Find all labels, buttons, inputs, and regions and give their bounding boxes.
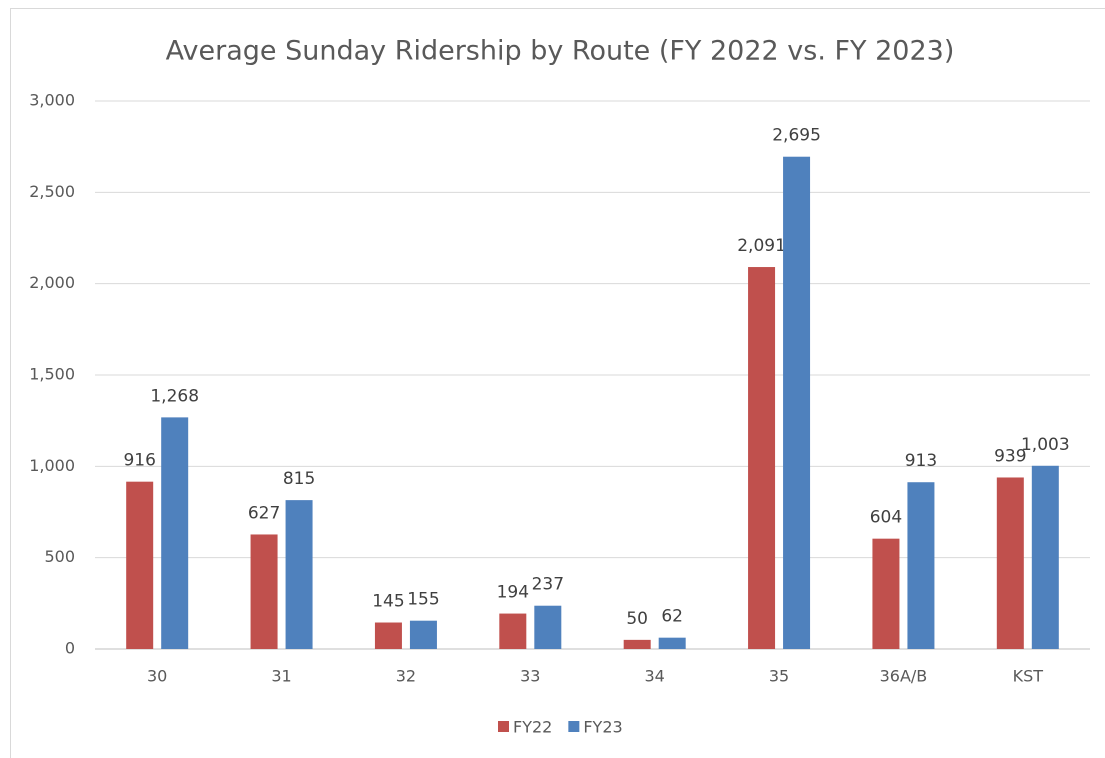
bar xyxy=(409,620,437,649)
data-label: 2,695 xyxy=(772,126,821,146)
data-label: 913 xyxy=(905,451,937,471)
chart-title: Average Sunday Ridership by Route (FY 20… xyxy=(166,36,955,67)
y-tick-label: 500 xyxy=(44,547,75,566)
bar xyxy=(996,477,1024,649)
bar xyxy=(161,417,189,649)
x-tick-label: 30 xyxy=(147,667,167,686)
data-label: 50 xyxy=(626,609,648,629)
x-tick-label: KST xyxy=(1013,667,1044,686)
x-tick-label: 36A/B xyxy=(880,667,928,686)
data-label: 815 xyxy=(283,469,315,489)
y-tick-label: 1,000 xyxy=(29,456,75,475)
x-tick-label: 34 xyxy=(645,667,665,686)
data-label: 2,091 xyxy=(737,236,786,256)
legend-swatch xyxy=(568,721,580,732)
data-label: 62 xyxy=(661,607,683,627)
data-label: 1,268 xyxy=(150,386,199,406)
y-tick-label: 2,500 xyxy=(29,182,75,201)
bar xyxy=(499,613,527,649)
x-tick-label: 32 xyxy=(396,667,416,686)
y-tick-label: 3,000 xyxy=(29,91,75,110)
bar xyxy=(907,482,935,649)
data-label: 145 xyxy=(372,592,404,612)
y-tick-label: 1,500 xyxy=(29,365,75,384)
x-tick-label: 35 xyxy=(769,667,789,686)
bar xyxy=(783,156,811,650)
data-label: 1,003 xyxy=(1021,435,1070,455)
data-label: 627 xyxy=(248,503,280,523)
bar xyxy=(126,481,154,649)
bar xyxy=(748,267,776,649)
y-tick-label: 2,000 xyxy=(29,273,75,292)
data-label: 604 xyxy=(870,508,902,528)
x-tick-label: 33 xyxy=(520,667,540,686)
legend-label: FY22 xyxy=(513,718,552,737)
bar xyxy=(623,639,651,649)
data-label: 939 xyxy=(994,446,1026,466)
bar xyxy=(1031,465,1059,649)
data-label: 194 xyxy=(497,583,529,603)
data-label: 155 xyxy=(407,590,439,610)
bar xyxy=(250,534,278,649)
legend-label: FY23 xyxy=(583,718,622,737)
bar xyxy=(872,538,900,649)
y-tick-label: 0 xyxy=(65,639,75,658)
data-label: 237 xyxy=(532,575,564,595)
bar xyxy=(374,622,402,649)
bar xyxy=(285,500,313,649)
x-tick-label: 31 xyxy=(271,667,291,686)
data-label: 916 xyxy=(123,451,155,471)
bar xyxy=(658,637,686,649)
bar xyxy=(534,605,562,649)
legend-swatch xyxy=(498,721,509,732)
